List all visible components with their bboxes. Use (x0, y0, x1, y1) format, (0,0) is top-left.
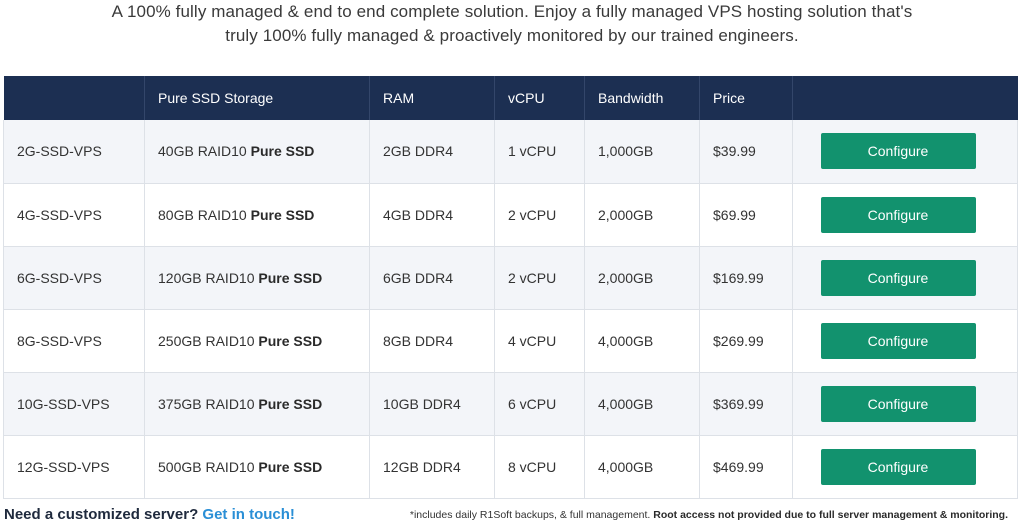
storage-size: 40GB RAID10 (158, 143, 247, 160)
configure-button[interactable]: Configure (820, 322, 976, 359)
plan-name: 4G-SSD-VPS (3, 183, 145, 247)
footnote: *includes daily R1Soft backups, & full m… (410, 509, 1008, 521)
configure-button[interactable]: Configure (820, 385, 976, 422)
table-header-row: Pure SSD Storage RAM vCPU Bandwidth Pric… (3, 76, 1018, 120)
storage-size: 120GB RAID10 (158, 269, 255, 286)
vcpu-cell: 8 vCPU (494, 435, 585, 499)
storage-type: Pure SSD (250, 143, 315, 160)
footnote-text: *includes daily R1Soft backups, & full m… (409, 509, 651, 521)
storage-cell: 250GB RAID10 Pure SSD (144, 309, 370, 373)
table-row: 10G-SSD-VPS 375GB RAID10 Pure SSD 10GB D… (3, 372, 1018, 436)
custom-server-question: Need a customized server? (4, 506, 199, 523)
price-cell: $269.99 (699, 309, 793, 373)
header-plan (3, 76, 145, 120)
vcpu-cell: 2 vCPU (494, 246, 585, 310)
storage-type: Pure SSD (250, 206, 315, 223)
header-storage: Pure SSD Storage (144, 76, 370, 120)
price-cell: $69.99 (699, 183, 793, 247)
vcpu-cell: 2 vCPU (494, 183, 585, 247)
ram-cell: 6GB DDR4 (369, 246, 495, 310)
table-row: 6G-SSD-VPS 120GB RAID10 Pure SSD 6GB DDR… (3, 246, 1018, 310)
bandwidth-cell: 4,000GB (584, 435, 700, 499)
storage-cell: 500GB RAID10 Pure SSD (144, 435, 370, 499)
vcpu-cell: 1 vCPU (494, 120, 585, 184)
footnote-bold: Root access not provided due to full ser… (653, 509, 1008, 521)
intro-text: A 100% fully managed & end to end comple… (0, 0, 1024, 48)
intro-line-1: A 100% fully managed & end to end comple… (111, 2, 913, 21)
price-cell: $39.99 (699, 120, 793, 184)
bandwidth-cell: 2,000GB (584, 183, 700, 247)
header-ram: RAM (369, 76, 495, 120)
storage-cell: 120GB RAID10 Pure SSD (144, 246, 370, 310)
header-action (793, 76, 1018, 120)
bandwidth-cell: 4,000GB (584, 309, 700, 373)
ram-cell: 2GB DDR4 (369, 120, 495, 184)
action-cell: Configure (792, 435, 1018, 499)
ram-cell: 12GB DDR4 (369, 435, 495, 499)
price-cell: $369.99 (699, 372, 793, 436)
storage-cell: 40GB RAID10 Pure SSD (144, 120, 370, 184)
storage-type: Pure SSD (258, 395, 323, 412)
action-cell: Configure (792, 120, 1018, 184)
table-row: 8G-SSD-VPS 250GB RAID10 Pure SSD 8GB DDR… (3, 309, 1018, 373)
action-cell: Configure (792, 309, 1018, 373)
table-row: 4G-SSD-VPS 80GB RAID10 Pure SSD 4GB DDR4… (3, 183, 1018, 247)
storage-cell: 80GB RAID10 Pure SSD (144, 183, 370, 247)
storage-type: Pure SSD (258, 458, 323, 475)
storage-size: 80GB RAID10 (158, 206, 247, 223)
table-row: 2G-SSD-VPS 40GB RAID10 Pure SSD 2GB DDR4… (3, 120, 1018, 184)
ram-cell: 10GB DDR4 (369, 372, 495, 436)
storage-size: 500GB RAID10 (158, 458, 255, 475)
pricing-table: Pure SSD Storage RAM vCPU Bandwidth Pric… (3, 76, 1018, 499)
action-cell: Configure (792, 183, 1018, 247)
bandwidth-cell: 1,000GB (584, 120, 700, 184)
plan-name: 8G-SSD-VPS (3, 309, 145, 373)
storage-type: Pure SSD (258, 332, 323, 349)
custom-server-prompt: Need a customized server? Get in touch! (4, 506, 295, 523)
configure-button[interactable]: Configure (820, 259, 976, 296)
header-price: Price (699, 76, 793, 120)
plan-name: 6G-SSD-VPS (3, 246, 145, 310)
action-cell: Configure (792, 246, 1018, 310)
storage-cell: 375GB RAID10 Pure SSD (144, 372, 370, 436)
ram-cell: 4GB DDR4 (369, 183, 495, 247)
configure-button[interactable]: Configure (820, 448, 976, 485)
configure-button[interactable]: Configure (820, 133, 976, 170)
get-in-touch-link[interactable]: Get in touch! (202, 506, 295, 523)
storage-type: Pure SSD (258, 269, 323, 286)
plan-name: 2G-SSD-VPS (3, 120, 145, 184)
bandwidth-cell: 2,000GB (584, 246, 700, 310)
storage-size: 375GB RAID10 (158, 395, 255, 412)
price-cell: $169.99 (699, 246, 793, 310)
header-vcpu: vCPU (494, 76, 585, 120)
table-row: 12G-SSD-VPS 500GB RAID10 Pure SSD 12GB D… (3, 435, 1018, 499)
action-cell: Configure (792, 372, 1018, 436)
plan-name: 12G-SSD-VPS (3, 435, 145, 499)
plan-name: 10G-SSD-VPS (3, 372, 145, 436)
vcpu-cell: 6 vCPU (494, 372, 585, 436)
header-bandwidth: Bandwidth (584, 76, 700, 120)
ram-cell: 8GB DDR4 (369, 309, 495, 373)
bandwidth-cell: 4,000GB (584, 372, 700, 436)
storage-size: 250GB RAID10 (158, 332, 255, 349)
price-cell: $469.99 (699, 435, 793, 499)
intro-line-2: truly 100% fully managed & proactively m… (225, 26, 799, 45)
vcpu-cell: 4 vCPU (494, 309, 585, 373)
configure-button[interactable]: Configure (820, 196, 976, 233)
